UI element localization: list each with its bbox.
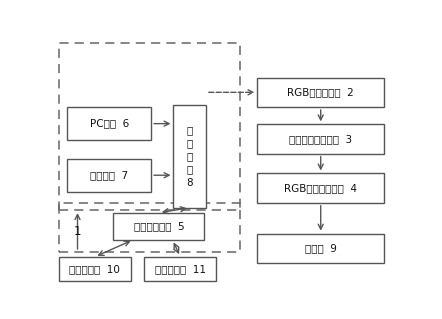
Bar [257,124,384,154]
Bar [59,257,131,281]
Text: PC终端  6: PC终端 6 [90,119,129,129]
Bar [257,78,384,107]
Text: 主
控
制
器
8: 主 控 制 器 8 [187,125,193,188]
Text: 手机终端  7: 手机终端 7 [90,170,128,180]
Text: 模拟信号转换终端  3: 模拟信号转换终端 3 [289,134,352,144]
Text: 电路板  9: 电路板 9 [305,243,337,253]
Text: 1: 1 [74,225,81,238]
Text: RGB像素驱动终端  4: RGB像素驱动终端 4 [284,183,357,193]
Bar [144,257,216,281]
Text: 温度检测终端  5: 温度检测终端 5 [133,221,184,231]
Text: RGB源驱动终端  2: RGB源驱动终端 2 [287,87,354,97]
Bar [257,173,384,203]
Bar [257,234,384,263]
Text: 数据处理器  11: 数据处理器 11 [155,264,206,274]
Bar [59,203,240,252]
Bar [67,159,151,192]
Text: 温度检测器  10: 温度检测器 10 [69,264,120,274]
Bar [114,213,204,240]
Bar [173,105,206,208]
Bar [67,107,151,140]
Bar [59,43,240,210]
